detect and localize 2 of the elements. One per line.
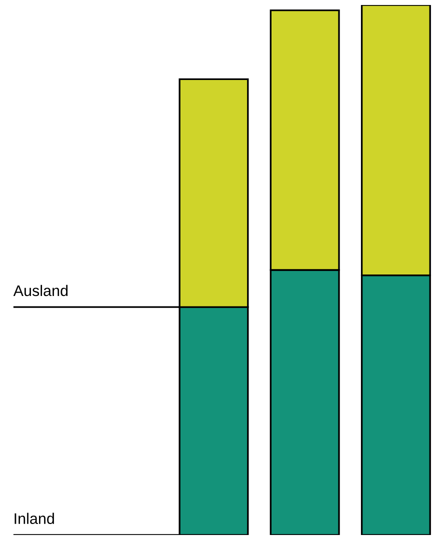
text: Ausland (13, 284, 68, 296)
text: Inland (14, 512, 54, 524)
